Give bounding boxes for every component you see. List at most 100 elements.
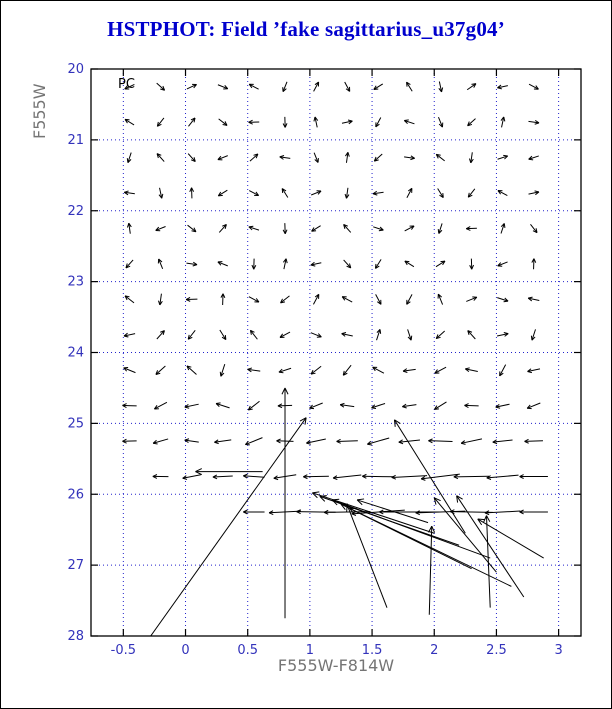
vector-arrow (283, 258, 287, 270)
arrow-head (250, 329, 255, 333)
arrow-head (312, 491, 320, 494)
arrow-head (477, 518, 483, 526)
arrow-head (215, 403, 220, 407)
arrow-head (193, 227, 197, 232)
vector-arrow (124, 295, 135, 304)
arrow-head (216, 402, 221, 404)
arrow-head (532, 230, 538, 234)
arrow-head (155, 370, 159, 375)
vector-arrow (217, 155, 228, 161)
arrow-head (497, 84, 502, 89)
vector-arrow (466, 83, 477, 91)
arrow-head (442, 260, 446, 266)
arrow-head (415, 512, 420, 516)
arrow-head (504, 333, 509, 337)
vector-arrow (345, 187, 349, 199)
arrow-head (190, 117, 196, 121)
vector-arrow (402, 404, 417, 408)
x-tick-label: 3 (554, 643, 562, 658)
arrow-head (343, 224, 346, 229)
vector-arrow (375, 259, 382, 269)
arrow-head (402, 370, 408, 373)
arrow-head (314, 116, 319, 121)
arrow-head (282, 123, 286, 128)
vector-arrow (247, 368, 261, 372)
arrow-head (348, 120, 353, 125)
arrow-head (339, 404, 345, 408)
arrow-head (306, 442, 311, 445)
arrow-head (467, 330, 470, 336)
vector-arrow (218, 189, 228, 197)
arrow-head (367, 443, 372, 446)
arrow-head (527, 297, 533, 302)
arrow-head (346, 504, 348, 512)
arrow-head (528, 158, 534, 161)
arrow-head (340, 503, 346, 510)
arrow-head (402, 403, 407, 408)
vector-arrow (404, 260, 415, 268)
arrow-head (466, 228, 471, 231)
arrow-head (349, 263, 352, 268)
vector-arrow (406, 81, 413, 92)
y-tick-label: 27 (67, 558, 84, 573)
arrow-head (212, 474, 218, 478)
vector-arrow (155, 226, 166, 231)
vector-arrow (484, 510, 521, 514)
vector-arrow (501, 116, 505, 128)
arrow-head (314, 81, 319, 86)
arrow-head (468, 158, 472, 164)
arrow-head (248, 119, 253, 123)
arrow-head (160, 88, 165, 91)
arrow-head (465, 368, 470, 373)
vector-arrow (453, 475, 490, 478)
vector-arrow (435, 330, 446, 339)
arrow-head (433, 497, 437, 505)
arrow-head (340, 402, 345, 406)
vector-arrow (314, 116, 318, 128)
arrow-head (435, 334, 439, 339)
vector-arrow (497, 190, 508, 196)
arrow-head (453, 474, 459, 478)
vector-arrow (248, 83, 259, 90)
arrow-head (519, 476, 524, 479)
arrow-head (375, 123, 380, 128)
vector-arrow (218, 118, 228, 126)
arrow-head (372, 190, 378, 195)
arrow-head (284, 229, 288, 234)
arrow-head (343, 224, 348, 227)
vector-arrow (186, 365, 197, 375)
arrow-head (155, 372, 161, 375)
arrow-head (253, 265, 257, 270)
vector-arrow (437, 188, 444, 198)
arrow-head (157, 123, 162, 127)
arrow-head (193, 117, 196, 123)
arrow-head (431, 525, 436, 533)
vector-arrow (212, 475, 233, 478)
arrow-head (280, 301, 286, 304)
arrow-head (296, 509, 301, 513)
y-tick-label: 24 (67, 346, 84, 361)
arrow-head (186, 365, 192, 368)
vector-arrow (492, 439, 513, 443)
arrow-head (467, 121, 470, 126)
arrow-head (217, 155, 222, 160)
vector-arrow (248, 226, 260, 231)
arrow-head (323, 509, 329, 513)
arrow-head (438, 293, 443, 298)
arrow-head (519, 511, 524, 515)
vector-arrow (528, 297, 540, 302)
arrow-head (524, 440, 529, 444)
arrow-head (255, 191, 260, 196)
arrow-head (411, 225, 415, 230)
arrow-head (186, 365, 190, 371)
y-tick-label: 20 (67, 62, 84, 77)
arrow-head (279, 333, 284, 338)
vector-arrow (249, 153, 259, 162)
arrow-head (435, 154, 439, 159)
arrow-head (346, 265, 351, 269)
arrow-head (122, 403, 127, 406)
vector-arrow (124, 84, 135, 90)
arrow-head (402, 368, 408, 372)
vector-arrow (310, 262, 322, 266)
arrow-head (282, 88, 287, 93)
